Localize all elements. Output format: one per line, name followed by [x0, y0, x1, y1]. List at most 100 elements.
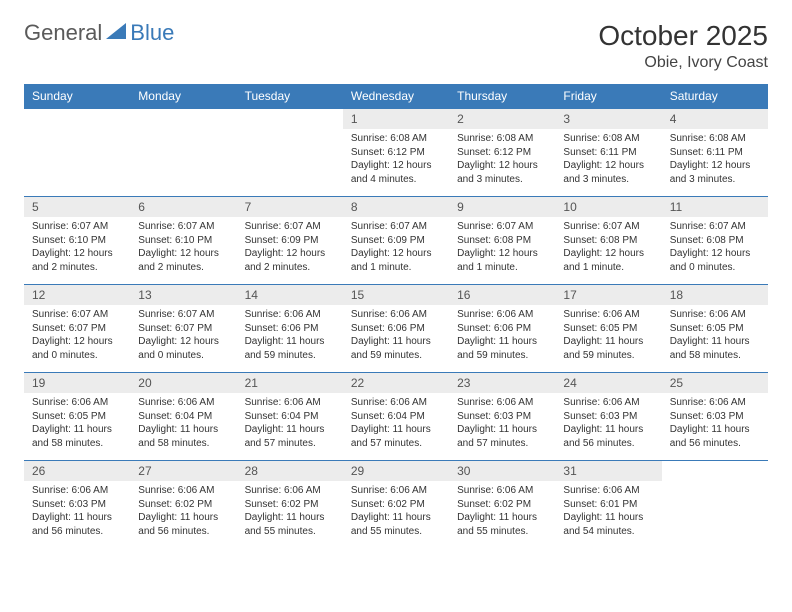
calendar-body: 1Sunrise: 6:08 AMSunset: 6:12 PMDaylight…: [24, 109, 768, 549]
calendar-cell: 9Sunrise: 6:07 AMSunset: 6:08 PMDaylight…: [449, 197, 555, 285]
day-details: Sunrise: 6:08 AMSunset: 6:12 PMDaylight:…: [449, 129, 555, 190]
day-details: Sunrise: 6:06 AMSunset: 6:04 PMDaylight:…: [130, 393, 236, 454]
logo-text-blue: Blue: [130, 20, 174, 46]
day-details: Sunrise: 6:06 AMSunset: 6:06 PMDaylight:…: [449, 305, 555, 366]
calendar-cell: 17Sunrise: 6:06 AMSunset: 6:05 PMDayligh…: [555, 285, 661, 373]
calendar-cell: 30Sunrise: 6:06 AMSunset: 6:02 PMDayligh…: [449, 461, 555, 549]
day-number: 20: [130, 373, 236, 393]
logo: General Blue: [24, 20, 174, 46]
day-details: Sunrise: 6:06 AMSunset: 6:02 PMDaylight:…: [343, 481, 449, 542]
day-number: 4: [662, 109, 768, 129]
day-details: Sunrise: 6:07 AMSunset: 6:09 PMDaylight:…: [343, 217, 449, 278]
calendar-row: 26Sunrise: 6:06 AMSunset: 6:03 PMDayligh…: [24, 461, 768, 549]
day-details: Sunrise: 6:06 AMSunset: 6:03 PMDaylight:…: [555, 393, 661, 454]
calendar-row: 19Sunrise: 6:06 AMSunset: 6:05 PMDayligh…: [24, 373, 768, 461]
calendar-cell: 6Sunrise: 6:07 AMSunset: 6:10 PMDaylight…: [130, 197, 236, 285]
day-number: 30: [449, 461, 555, 481]
calendar-cell: 28Sunrise: 6:06 AMSunset: 6:02 PMDayligh…: [237, 461, 343, 549]
header: General Blue October 2025 Obie, Ivory Co…: [24, 20, 768, 72]
weekday-header: Monday: [130, 84, 236, 109]
calendar-cell: 29Sunrise: 6:06 AMSunset: 6:02 PMDayligh…: [343, 461, 449, 549]
day-number: 3: [555, 109, 661, 129]
calendar-cell: 13Sunrise: 6:07 AMSunset: 6:07 PMDayligh…: [130, 285, 236, 373]
day-details: Sunrise: 6:07 AMSunset: 6:10 PMDaylight:…: [24, 217, 130, 278]
title-block: October 2025 Obie, Ivory Coast: [598, 20, 768, 72]
weekday-row: Sunday Monday Tuesday Wednesday Thursday…: [24, 84, 768, 109]
day-details: Sunrise: 6:06 AMSunset: 6:03 PMDaylight:…: [24, 481, 130, 542]
calendar-cell: 8Sunrise: 6:07 AMSunset: 6:09 PMDaylight…: [343, 197, 449, 285]
calendar-cell: [130, 109, 236, 197]
calendar-cell: 21Sunrise: 6:06 AMSunset: 6:04 PMDayligh…: [237, 373, 343, 461]
day-number: 29: [343, 461, 449, 481]
calendar-cell: 19Sunrise: 6:06 AMSunset: 6:05 PMDayligh…: [24, 373, 130, 461]
calendar-cell: 15Sunrise: 6:06 AMSunset: 6:06 PMDayligh…: [343, 285, 449, 373]
day-number: 16: [449, 285, 555, 305]
calendar-cell: 2Sunrise: 6:08 AMSunset: 6:12 PMDaylight…: [449, 109, 555, 197]
weekday-header: Wednesday: [343, 84, 449, 109]
day-number: 8: [343, 197, 449, 217]
weekday-header: Thursday: [449, 84, 555, 109]
triangle-icon: [106, 23, 126, 44]
day-number: 23: [449, 373, 555, 393]
day-details: Sunrise: 6:06 AMSunset: 6:05 PMDaylight:…: [662, 305, 768, 366]
calendar-cell: 27Sunrise: 6:06 AMSunset: 6:02 PMDayligh…: [130, 461, 236, 549]
day-details: Sunrise: 6:06 AMSunset: 6:05 PMDaylight:…: [24, 393, 130, 454]
day-number: 9: [449, 197, 555, 217]
day-details: Sunrise: 6:07 AMSunset: 6:07 PMDaylight:…: [130, 305, 236, 366]
day-number: 19: [24, 373, 130, 393]
calendar-cell: 3Sunrise: 6:08 AMSunset: 6:11 PMDaylight…: [555, 109, 661, 197]
calendar-row: 1Sunrise: 6:08 AMSunset: 6:12 PMDaylight…: [24, 109, 768, 197]
day-number: 18: [662, 285, 768, 305]
day-number: 28: [237, 461, 343, 481]
day-details: Sunrise: 6:08 AMSunset: 6:11 PMDaylight:…: [662, 129, 768, 190]
calendar-cell: [662, 461, 768, 549]
day-details: Sunrise: 6:06 AMSunset: 6:04 PMDaylight:…: [343, 393, 449, 454]
day-details: Sunrise: 6:08 AMSunset: 6:11 PMDaylight:…: [555, 129, 661, 190]
day-number: 5: [24, 197, 130, 217]
day-details: Sunrise: 6:06 AMSunset: 6:05 PMDaylight:…: [555, 305, 661, 366]
day-number: 31: [555, 461, 661, 481]
day-details: Sunrise: 6:06 AMSunset: 6:04 PMDaylight:…: [237, 393, 343, 454]
calendar-cell: 25Sunrise: 6:06 AMSunset: 6:03 PMDayligh…: [662, 373, 768, 461]
day-details: Sunrise: 6:06 AMSunset: 6:02 PMDaylight:…: [130, 481, 236, 542]
day-number: 13: [130, 285, 236, 305]
day-number: 22: [343, 373, 449, 393]
calendar-cell: 4Sunrise: 6:08 AMSunset: 6:11 PMDaylight…: [662, 109, 768, 197]
calendar-cell: 11Sunrise: 6:07 AMSunset: 6:08 PMDayligh…: [662, 197, 768, 285]
day-details: Sunrise: 6:06 AMSunset: 6:03 PMDaylight:…: [449, 393, 555, 454]
day-number: 12: [24, 285, 130, 305]
day-number: 24: [555, 373, 661, 393]
calendar-cell: 16Sunrise: 6:06 AMSunset: 6:06 PMDayligh…: [449, 285, 555, 373]
day-details: Sunrise: 6:07 AMSunset: 6:08 PMDaylight:…: [662, 217, 768, 278]
day-number: 11: [662, 197, 768, 217]
calendar-cell: [24, 109, 130, 197]
weekday-header: Saturday: [662, 84, 768, 109]
calendar-cell: 23Sunrise: 6:06 AMSunset: 6:03 PMDayligh…: [449, 373, 555, 461]
logo-text-general: General: [24, 20, 102, 46]
day-details: Sunrise: 6:07 AMSunset: 6:08 PMDaylight:…: [555, 217, 661, 278]
day-number: 25: [662, 373, 768, 393]
month-title: October 2025: [598, 20, 768, 52]
weekday-header: Tuesday: [237, 84, 343, 109]
calendar-cell: 20Sunrise: 6:06 AMSunset: 6:04 PMDayligh…: [130, 373, 236, 461]
calendar-table: Sunday Monday Tuesday Wednesday Thursday…: [24, 84, 768, 549]
day-details: Sunrise: 6:06 AMSunset: 6:06 PMDaylight:…: [237, 305, 343, 366]
calendar-row: 12Sunrise: 6:07 AMSunset: 6:07 PMDayligh…: [24, 285, 768, 373]
day-details: Sunrise: 6:06 AMSunset: 6:02 PMDaylight:…: [449, 481, 555, 542]
calendar-row: 5Sunrise: 6:07 AMSunset: 6:10 PMDaylight…: [24, 197, 768, 285]
day-details: Sunrise: 6:06 AMSunset: 6:02 PMDaylight:…: [237, 481, 343, 542]
day-details: Sunrise: 6:06 AMSunset: 6:06 PMDaylight:…: [343, 305, 449, 366]
day-number: 27: [130, 461, 236, 481]
day-number: 21: [237, 373, 343, 393]
calendar-cell: 1Sunrise: 6:08 AMSunset: 6:12 PMDaylight…: [343, 109, 449, 197]
day-number: 17: [555, 285, 661, 305]
weekday-header: Sunday: [24, 84, 130, 109]
location: Obie, Ivory Coast: [598, 54, 768, 72]
calendar-cell: 14Sunrise: 6:06 AMSunset: 6:06 PMDayligh…: [237, 285, 343, 373]
day-number: 14: [237, 285, 343, 305]
day-details: Sunrise: 6:08 AMSunset: 6:12 PMDaylight:…: [343, 129, 449, 190]
calendar-cell: 7Sunrise: 6:07 AMSunset: 6:09 PMDaylight…: [237, 197, 343, 285]
day-number: 26: [24, 461, 130, 481]
calendar-cell: 22Sunrise: 6:06 AMSunset: 6:04 PMDayligh…: [343, 373, 449, 461]
calendar-cell: 5Sunrise: 6:07 AMSunset: 6:10 PMDaylight…: [24, 197, 130, 285]
